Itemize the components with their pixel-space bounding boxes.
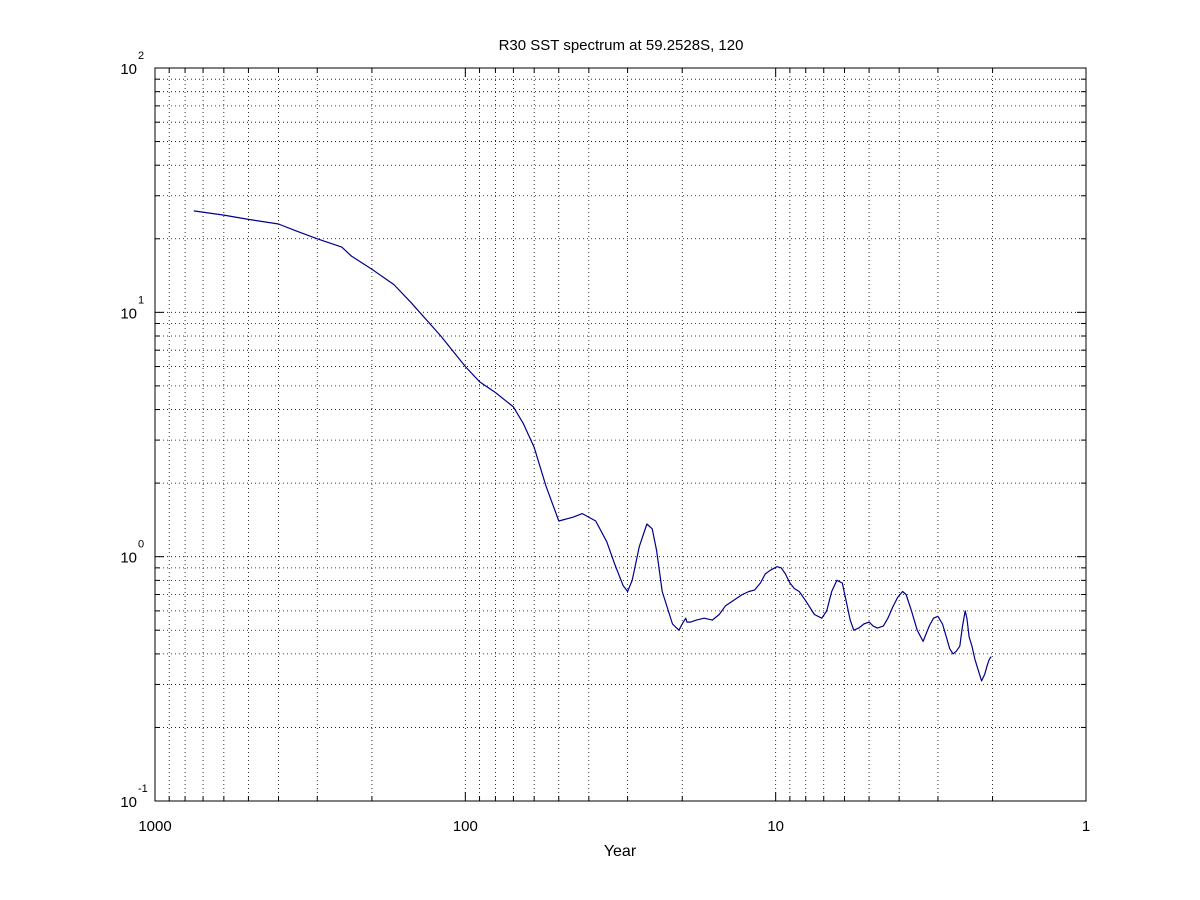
x-tick-label: 10 xyxy=(767,818,784,835)
y-tick-exponent: 1 xyxy=(138,294,144,306)
x-axis-label: Year xyxy=(604,843,637,860)
series-layer xyxy=(193,210,992,682)
y-tick-exponent: -1 xyxy=(138,783,148,795)
y-tick-exponent: 2 xyxy=(138,50,144,62)
y-tick-label: 102 xyxy=(120,50,144,78)
spectrum-series-line xyxy=(193,210,992,682)
x-tick-labels: 1000 100 10 1 xyxy=(138,818,1090,835)
y-tick-base: 10 xyxy=(120,550,137,567)
x-tick-label: 100 xyxy=(453,818,478,835)
x-tick-label: 1 xyxy=(1082,818,1090,835)
y-tick-label: 101 xyxy=(120,294,144,322)
plot-frame xyxy=(154,67,1087,802)
y-tick-base: 10 xyxy=(120,305,137,322)
y-tick-label: 100 xyxy=(120,539,144,567)
y-tick-base: 10 xyxy=(120,794,137,811)
y-tick-exponent: 0 xyxy=(138,539,144,551)
chart-title: R30 SST spectrum at 59.2528S, 120 xyxy=(499,37,744,54)
y-tick-base: 10 xyxy=(120,61,137,78)
x-tick-label: 1000 xyxy=(138,818,171,835)
axis-ticks xyxy=(154,67,1087,802)
y-tick-label: 10-1 xyxy=(120,783,147,811)
